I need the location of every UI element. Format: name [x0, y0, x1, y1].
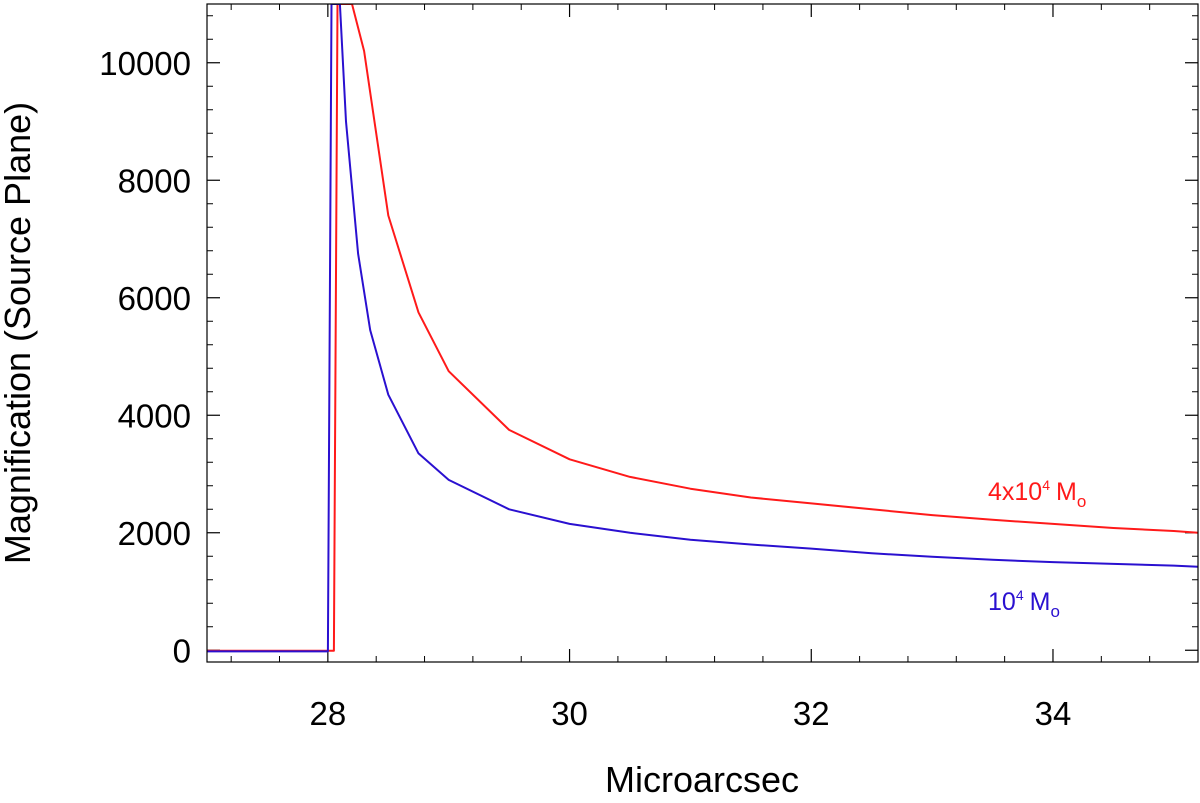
y-tick-label: 6000: [118, 280, 191, 317]
y-tick-label: 8000: [118, 162, 191, 199]
plot-frame: [206, 3, 1199, 663]
x-axis-title: Microarcsec: [605, 759, 799, 798]
y-tick-label: 2000: [118, 515, 191, 552]
x-tick-label: 30: [551, 695, 588, 732]
series-line-0: [207, 4, 1198, 652]
x-tick-label: 28: [309, 695, 346, 732]
series-labels: 4x104 Mo 104 Mo: [988, 477, 1086, 621]
minor-ticks: [207, 4, 1198, 662]
y-tick-label: 10000: [99, 45, 191, 82]
x-tick-label: 32: [793, 695, 830, 732]
y-axis-title: Magnification (Source Plane): [0, 102, 38, 564]
major-ticks: [207, 4, 1198, 662]
y-tick-label: 0: [173, 632, 191, 669]
x-tick-label: 34: [1035, 695, 1072, 732]
y-tick-label: 4000: [118, 397, 191, 434]
y-tick-labels: 0 2000 4000 6000 8000 10000: [99, 45, 191, 670]
series-label-1: 104 Mo: [988, 587, 1060, 621]
x-tick-labels: 28 30 32 34: [309, 695, 1071, 732]
series-line-1: [207, 4, 1198, 653]
series-layer: [207, 4, 1198, 653]
series-label-0: 4x104 Mo: [988, 477, 1086, 511]
